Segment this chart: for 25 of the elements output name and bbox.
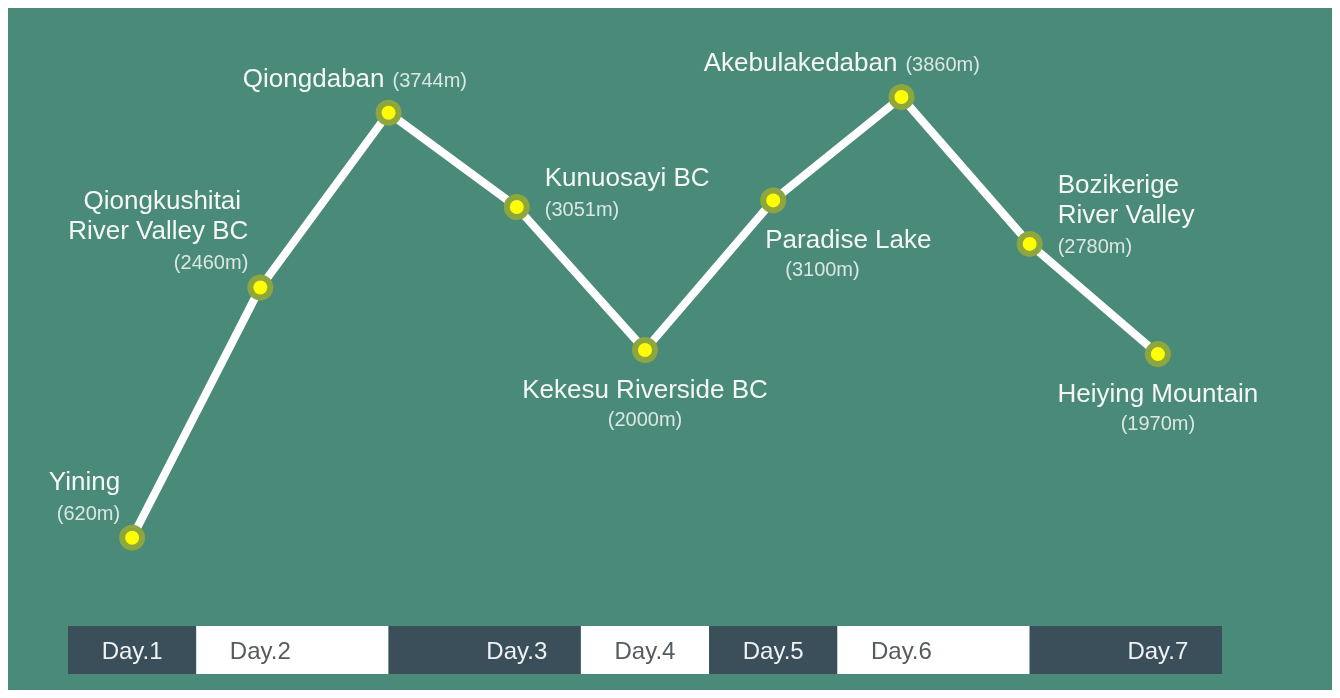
x-tick-label: Day.2 [229, 637, 291, 664]
text: Qiongdaban [242, 62, 385, 93]
annotation: Paradise Lake [765, 224, 932, 255]
x-tick-label: Day.7 [1127, 637, 1189, 664]
annotation: Heiying Mountain [1057, 378, 1259, 409]
data-label: (2000m) [607, 408, 683, 430]
data-label: (3100m) [785, 258, 860, 281]
x-tick-label: Day.1 [101, 637, 163, 664]
data-label: (3860m) [905, 53, 980, 76]
annotation: Kekesu Riverside BC [522, 374, 768, 404]
annotation: Qiongkushitai River Valley BC [68, 185, 249, 246]
annotation: Akebulakedaban [703, 47, 898, 78]
annotation: Yining [48, 465, 121, 496]
x-tick-label: Day.5 [742, 637, 804, 664]
x-tick-label: Day.3 [486, 637, 548, 664]
data-label: (1970m) [1120, 412, 1196, 435]
annotation: Bozikerige River Valley [1057, 168, 1195, 229]
data-label: (2780m) [1057, 234, 1133, 257]
x-tick-label: Day.4 [614, 637, 676, 664]
data-label: (2460m) [173, 251, 249, 274]
annotation: Kunuosayi BC [544, 162, 710, 193]
data-label: (620m) [56, 501, 121, 524]
data-label: (3051m) [544, 198, 620, 221]
x-tick-label: Day.6 [870, 637, 932, 664]
data-label: (3744m) [392, 68, 468, 91]
